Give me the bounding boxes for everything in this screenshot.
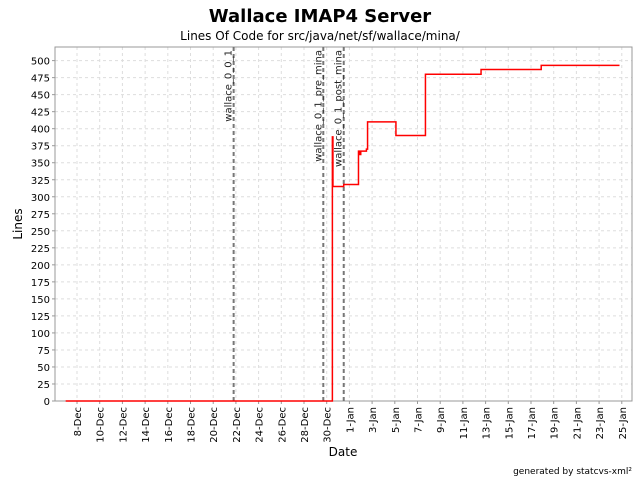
- y-tick-label: 475: [31, 74, 50, 85]
- y-tick-label: 75: [37, 346, 50, 357]
- y-tick-label: 325: [31, 176, 50, 187]
- marker-label: wallace_0_1_pre_mina: [313, 50, 324, 162]
- y-tick-label: 150: [31, 295, 50, 306]
- y-tick-label: 500: [31, 57, 50, 68]
- x-tick-label: 12-Dec: [118, 407, 129, 443]
- y-tick-label: 200: [31, 261, 50, 272]
- x-tick-label: 3-Jan: [368, 407, 379, 433]
- y-tick-label: 350: [31, 159, 50, 170]
- x-tick-label: 25-Jan: [618, 407, 629, 439]
- x-tick-label: 22-Dec: [232, 407, 243, 443]
- footer-credit: generated by statcvs-xml²: [513, 467, 632, 477]
- x-axis-label: Date: [329, 445, 358, 459]
- marker-label: wallace_0_0_1: [224, 50, 235, 122]
- x-tick-label: 23-Jan: [595, 407, 606, 439]
- x-tick-label: 16-Dec: [164, 407, 175, 443]
- marker-label: wallace_0_1_post_mina: [334, 50, 345, 167]
- y-axis-label: Lines: [11, 208, 25, 239]
- x-tick-label: 7-Jan: [413, 407, 424, 433]
- y-tick-label: 0: [44, 397, 50, 408]
- x-tick-label: 21-Jan: [572, 407, 583, 439]
- y-tick-label: 100: [31, 329, 50, 340]
- series-line: [65, 64, 620, 402]
- y-tick-label: 125: [31, 312, 50, 323]
- x-tick-label: 15-Jan: [504, 407, 515, 439]
- x-tick-label: 19-Jan: [550, 407, 561, 439]
- y-tick-label: 375: [31, 142, 50, 153]
- y-tick-label: 25: [37, 380, 50, 391]
- y-tick-label: 450: [31, 91, 50, 102]
- y-tick-label: 400: [31, 125, 50, 136]
- y-tick-label: 425: [31, 108, 50, 119]
- x-tick-label: 30-Dec: [323, 407, 334, 443]
- x-tick-label: 26-Dec: [277, 407, 288, 443]
- x-tick-label: 9-Jan: [436, 407, 447, 433]
- x-tick-label: 13-Jan: [482, 407, 493, 439]
- x-tick-label: 24-Dec: [255, 407, 266, 443]
- x-tick-label: 5-Jan: [391, 407, 402, 433]
- x-tick-label: 17-Jan: [527, 407, 538, 439]
- x-tick-label: 20-Dec: [209, 407, 220, 443]
- y-tick-label: 225: [31, 244, 50, 255]
- x-tick-label: 8-Dec: [73, 407, 84, 436]
- chart-title: Wallace IMAP4 Server: [209, 6, 432, 27]
- chart-subtitle: Lines Of Code for src/java/net/sf/wallac…: [180, 29, 461, 43]
- y-tick-label: 300: [31, 193, 50, 204]
- x-tick-label: 14-Dec: [141, 407, 152, 443]
- y-tick-label: 175: [31, 278, 50, 289]
- x-tick-label: 10-Dec: [96, 407, 107, 443]
- x-tick-label: 18-Dec: [187, 407, 198, 443]
- y-tick-label: 250: [31, 227, 50, 238]
- x-tick-label: 11-Jan: [459, 407, 470, 439]
- y-tick-label: 275: [31, 210, 50, 221]
- x-tick-label: 28-Dec: [300, 407, 311, 443]
- y-tick-label: 50: [37, 363, 50, 374]
- x-tick-label: 1-Jan: [345, 407, 356, 433]
